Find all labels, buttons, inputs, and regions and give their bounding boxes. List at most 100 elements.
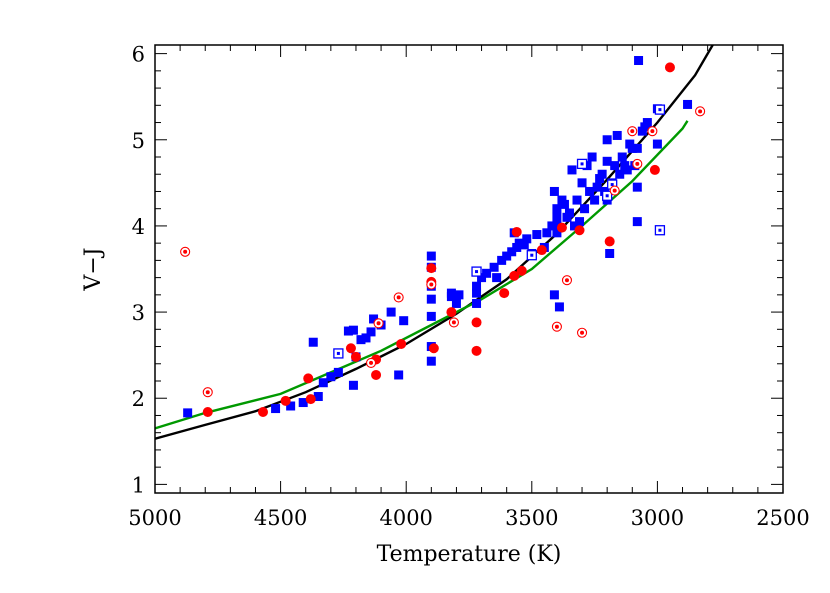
point-filled-square-3	[298, 398, 308, 408]
point-filled-square-58	[554, 302, 564, 312]
point-filled-circle-10	[426, 263, 437, 274]
point-filled-square-85	[617, 152, 627, 162]
point-filled-circle-19	[516, 265, 527, 276]
point-circled-dot-0	[180, 246, 191, 257]
point-filled-square-92	[632, 217, 642, 227]
point-circled-dot-5	[426, 279, 437, 290]
point-filled-square-39	[497, 255, 507, 265]
circled-dot-center	[698, 109, 703, 114]
circled-dot-center	[635, 161, 640, 166]
circled-dot-center	[554, 324, 559, 329]
point-filled-square-19	[394, 370, 404, 380]
point-filled-circle-15	[471, 345, 482, 356]
circled-dot-center	[429, 282, 434, 287]
point-filled-square-45	[519, 240, 529, 250]
circled-dot-center	[376, 321, 381, 326]
point-filled-square-15	[366, 327, 376, 337]
point-filled-square-94	[634, 56, 644, 66]
point-filled-square-44	[514, 238, 524, 248]
point-filled-circle-3	[303, 373, 314, 384]
point-filled-square-73	[592, 182, 602, 192]
point-open-square-4	[602, 190, 613, 201]
point-filled-square-36	[482, 268, 492, 278]
open-square-center	[580, 162, 584, 166]
point-filled-square-55	[552, 212, 562, 222]
point-filled-square-13	[356, 335, 366, 345]
circled-dot-center	[396, 295, 401, 300]
plot-marks	[155, 45, 714, 440]
point-filled-circle-12	[428, 343, 439, 354]
point-filled-square-68	[580, 204, 590, 214]
point-filled-circle-9	[396, 338, 407, 349]
plot-frame	[154, 44, 784, 494]
y-tick-label: 1	[132, 473, 145, 497]
point-circled-dot-1	[202, 387, 213, 398]
point-filled-square-2	[286, 401, 296, 411]
point-filled-square-63	[567, 165, 577, 175]
y-tick-label: 3	[132, 301, 145, 325]
point-open-square-7	[654, 104, 666, 115]
x-tick-label: 4500	[254, 506, 307, 530]
point-circled-dot-2	[365, 357, 377, 368]
point-filled-square-51	[547, 221, 557, 231]
y-tick-label: 2	[132, 387, 145, 411]
point-filled-circle-1	[258, 407, 269, 418]
point-filled-square-4	[308, 337, 318, 347]
point-filled-square-40	[502, 251, 512, 261]
point-filled-square-8	[333, 367, 343, 377]
point-filled-square-65	[572, 195, 582, 205]
circled-dot-center	[183, 249, 188, 254]
point-filled-square-82	[610, 161, 620, 171]
point-filled-square-24	[426, 294, 436, 304]
open-square-center	[658, 228, 662, 232]
point-filled-square-9	[343, 326, 353, 336]
circled-dot-center	[369, 360, 374, 365]
x-tick-label: 5000	[128, 506, 181, 530]
fit-line-0	[155, 45, 714, 440]
x-axis-title: Temperature (K)	[377, 542, 562, 567]
point-circled-dot-9	[576, 327, 588, 338]
point-circled-dot-3	[373, 318, 384, 329]
point-circled-dot-12	[647, 126, 658, 137]
point-filled-square-77	[602, 156, 612, 166]
point-filled-square-0	[183, 408, 193, 418]
point-filled-square-7	[326, 372, 336, 382]
point-circled-dot-11	[632, 158, 643, 169]
y-tick-label: 6	[132, 43, 145, 67]
point-filled-circle-22	[574, 225, 585, 236]
point-filled-square-21	[426, 251, 436, 261]
point-open-square-1	[471, 266, 482, 277]
point-filled-square-31	[454, 290, 464, 300]
point-circled-dot-7	[551, 321, 562, 332]
point-filled-square-37	[489, 262, 499, 272]
y-tick-label: 4	[132, 215, 145, 239]
open-square-center	[610, 183, 614, 187]
point-open-square-2	[526, 250, 537, 261]
point-filled-circle-14	[471, 317, 482, 328]
point-filled-circle-5	[345, 343, 356, 354]
circled-dot-center	[451, 320, 456, 325]
circled-dot-center	[650, 129, 655, 134]
point-filled-square-71	[587, 152, 597, 162]
point-circled-dot-13	[695, 106, 706, 117]
point-filled-square-79	[602, 135, 612, 145]
open-square-center	[658, 108, 662, 112]
point-filled-square-99	[652, 139, 662, 149]
point-circled-dot-10	[627, 126, 638, 137]
point-filled-square-84	[615, 169, 625, 179]
point-filled-square-33	[472, 288, 482, 298]
circled-dot-center	[612, 188, 617, 193]
point-filled-square-52	[549, 186, 559, 196]
open-square-center	[530, 253, 534, 257]
point-filled-square-100	[683, 99, 693, 109]
point-filled-square-14	[361, 333, 371, 343]
point-filled-circle-23	[604, 236, 615, 247]
point-filled-square-46	[522, 234, 532, 244]
point-filled-circle-24	[649, 164, 660, 175]
point-filled-circle-21	[556, 222, 567, 233]
point-filled-square-32	[472, 298, 482, 308]
point-filled-square-11	[348, 380, 358, 390]
open-square-center	[336, 351, 340, 355]
point-filled-square-20	[399, 316, 409, 326]
